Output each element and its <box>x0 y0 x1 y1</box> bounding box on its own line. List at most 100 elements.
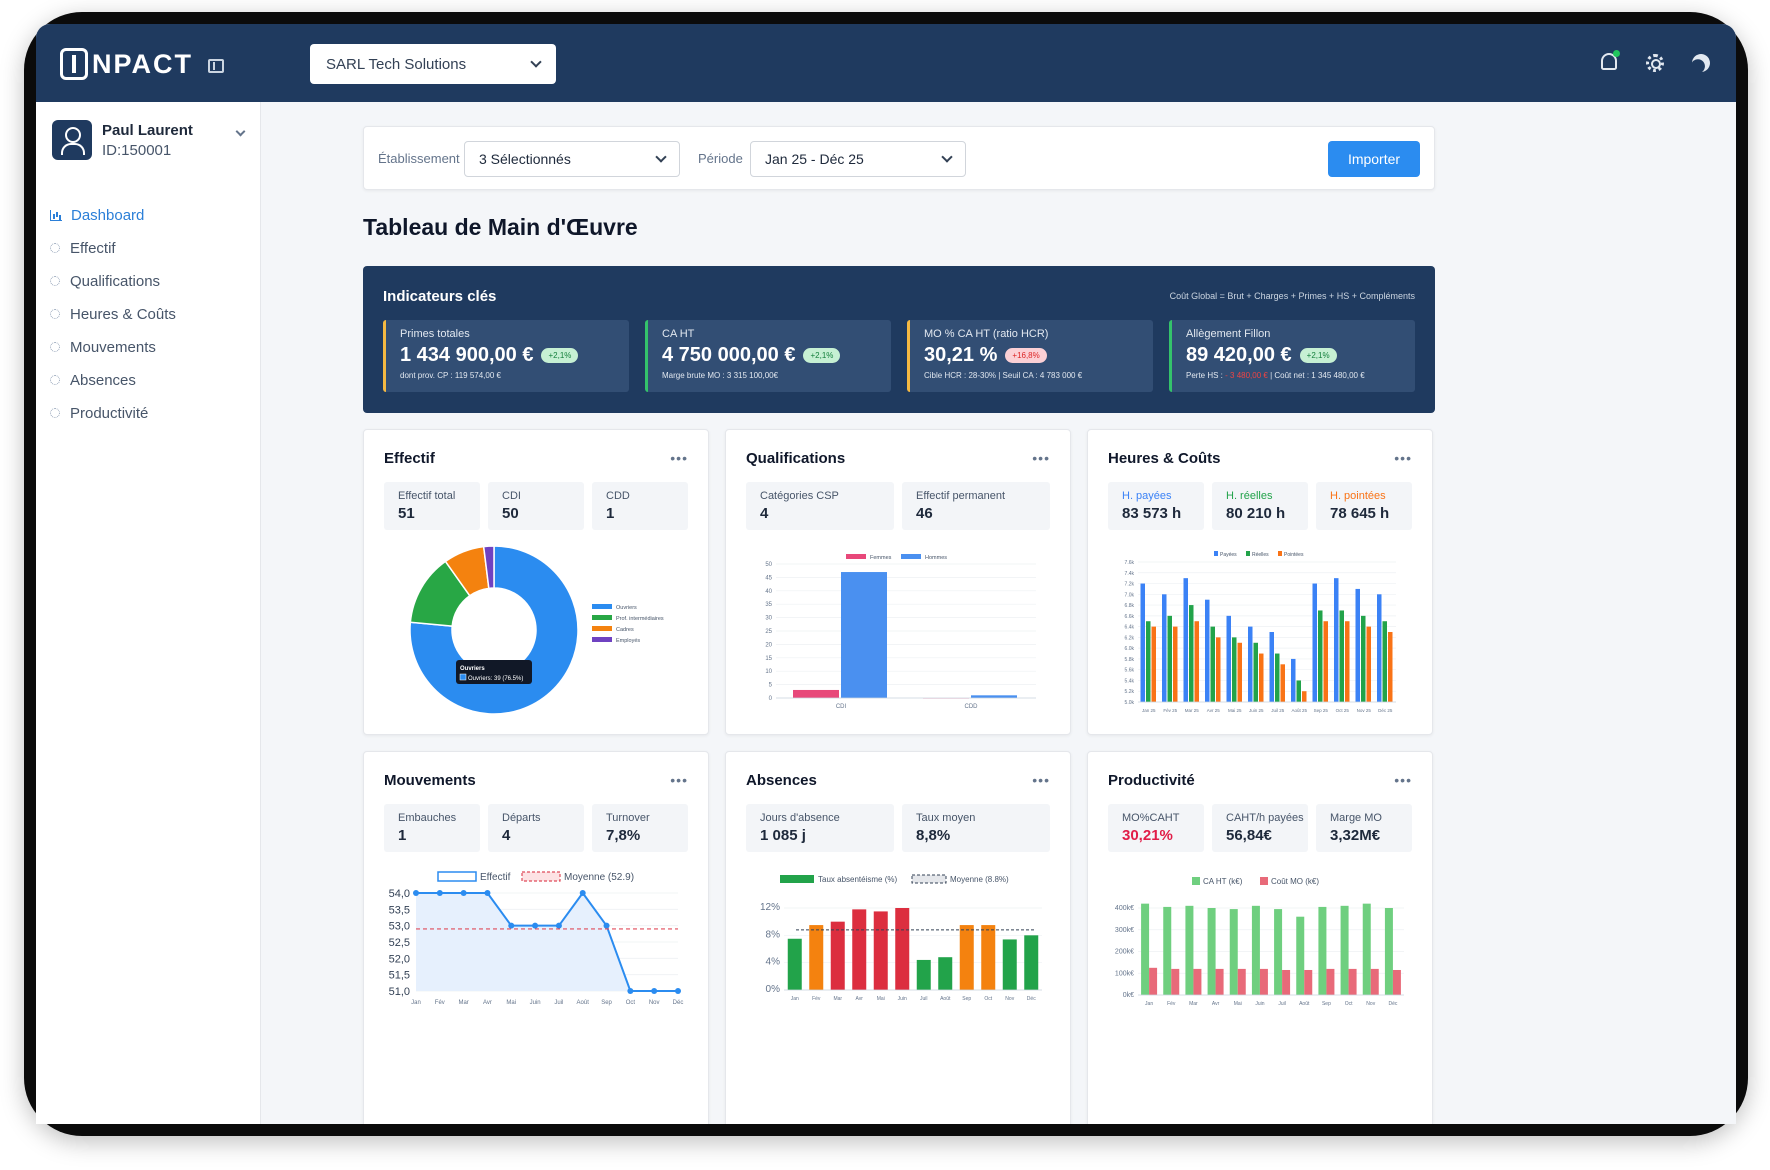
etablissement-select[interactable]: 3 Sélectionnés <box>464 141 680 177</box>
y-tick-label: 7.0k <box>1125 592 1135 598</box>
x-tick-label: Août <box>577 1000 590 1006</box>
stat-value: 3,32M€ <box>1330 827 1381 844</box>
stat-mo-caht: MO%CAHT 30,21% <box>1108 804 1204 852</box>
theme-toggle[interactable] <box>1690 52 1712 74</box>
app-screen: NPACT SARL Tech Solutions Paul Laurent <box>36 24 1736 1124</box>
sidebar-item-qualifications[interactable]: Qualifications <box>50 264 176 298</box>
legend-swatch <box>592 615 612 620</box>
sidebar-item-label: Heures & Coûts <box>70 305 176 323</box>
x-tick-label: Jan <box>791 996 799 1002</box>
donut-slice <box>482 545 495 590</box>
y-tick-label: 53,0 <box>389 921 410 933</box>
stat-label: Jours d'absence <box>760 812 840 824</box>
legend-swatch <box>1192 877 1200 885</box>
y-tick-label: 100k€ <box>1115 970 1134 977</box>
x-tick-label: Déc 25 <box>1378 708 1393 713</box>
sidebar-item-productivite[interactable]: Productivité <box>50 396 176 430</box>
stat-label: MO%CAHT <box>1122 812 1180 824</box>
x-tick-label: Juil <box>1278 1001 1286 1007</box>
bar <box>1189 605 1194 702</box>
bar-chart-icon <box>50 209 62 221</box>
stat-value: 50 <box>502 505 519 522</box>
kpi-value: 4 750 000,00 € <box>662 344 796 366</box>
sidebar-item-effectif[interactable]: Effectif <box>50 231 176 265</box>
bar <box>1002 939 1017 990</box>
bar <box>1140 583 1145 702</box>
x-tick-label: Avr 25 <box>1207 708 1220 713</box>
y-tick-label: 7.4k <box>1125 571 1135 577</box>
legend-swatch <box>846 554 866 559</box>
bar <box>1171 968 1180 995</box>
x-tick-label: CDD <box>965 704 979 710</box>
x-tick-label: Mar <box>458 1000 468 1006</box>
more-options-icon[interactable]: ••• <box>670 450 688 466</box>
kpi-value: 89 420,00 € <box>1186 344 1292 366</box>
legend-label: Coût MO (k€) <box>1271 877 1319 886</box>
sidebar-collapse-icon[interactable] <box>208 59 224 73</box>
data-point <box>532 922 539 929</box>
sidebar-item-heures-couts[interactable]: Heures & Coûts <box>50 297 176 331</box>
chevron-down-icon <box>530 56 542 68</box>
kpi-card-ca-ht: CA HT 4 750 000,00 € +2,1% Marge brute MO… <box>645 320 891 392</box>
more-options-icon[interactable]: ••• <box>1394 450 1412 466</box>
kpi-sub: Perte HS : - 3 480,00 € | Coût net : 1 3… <box>1186 371 1415 380</box>
more-options-icon[interactable]: ••• <box>1032 450 1050 466</box>
sidebar-item-mouvements[interactable]: Mouvements <box>50 330 176 364</box>
stat-value: 1 085 j <box>760 827 806 844</box>
bar <box>1216 637 1221 702</box>
y-tick-label: 6.2k <box>1125 635 1135 641</box>
stat-label: Taux moyen <box>916 812 976 824</box>
sidebar-item-dashboard[interactable]: Dashboard <box>50 198 176 232</box>
legend-swatch <box>437 871 477 882</box>
data-point <box>651 988 658 994</box>
bar <box>959 925 974 990</box>
more-options-icon[interactable]: ••• <box>670 772 688 788</box>
y-tick-label: 7.6k <box>1125 560 1135 566</box>
y-tick-label: 12% <box>760 902 780 913</box>
bar <box>1326 968 1335 995</box>
donut-slice <box>409 545 579 715</box>
stat-label: Effectif permanent <box>916 490 1006 502</box>
more-options-icon[interactable]: ••• <box>1032 772 1050 788</box>
bar <box>1362 903 1371 995</box>
effectif-donut-chart: Ouvriers Prof. intermédiaires Cadres Employ… <box>409 545 664 715</box>
etablissement-label: Établissement <box>378 151 460 166</box>
company-select[interactable]: SARL Tech Solutions <box>310 44 556 84</box>
bar <box>1275 653 1280 702</box>
bar <box>1318 906 1327 995</box>
settings-button[interactable] <box>1644 52 1666 74</box>
sidebar-item-absences[interactable]: Absences <box>50 363 176 397</box>
y-tick-label: 35 <box>765 602 772 608</box>
bar <box>1183 578 1188 702</box>
logo-mark <box>60 48 88 80</box>
notifications-button[interactable] <box>1598 50 1620 74</box>
stat-departs: Départs 4 <box>488 804 584 852</box>
x-tick-label: Mai <box>506 1000 516 1006</box>
logo-text: NPACT <box>92 48 193 79</box>
absences-bar-chart: Taux absentéisme (%) Moyenne (8.8%) 0% 4% 8%… <box>760 874 1042 1002</box>
x-tick-label: Mar <box>833 996 842 1002</box>
bar <box>1141 903 1150 995</box>
user-menu[interactable]: Paul Laurent ID:150001 <box>52 118 252 162</box>
stat-value: 51 <box>398 505 415 522</box>
periode-select[interactable]: Jan 25 - Déc 25 <box>750 141 966 177</box>
bar <box>1163 906 1172 995</box>
card-title: Mouvements <box>384 772 476 789</box>
stat-taux-moyen: Taux moyen 8,8% <box>902 804 1050 852</box>
moon-icon <box>1689 51 1712 74</box>
legend-swatch <box>592 604 612 609</box>
qualifications-bar-chart: Femmes Hommes 0 5 10 15 20 25 30 35 40 45 50 CDI CDD <box>765 554 1036 710</box>
stat-cdd: CDD 1 <box>592 482 688 530</box>
stat-label: CDI <box>502 490 521 502</box>
import-button[interactable]: Importer <box>1328 141 1420 177</box>
bar <box>1366 626 1371 702</box>
more-options-icon[interactable]: ••• <box>1394 772 1412 788</box>
x-tick-label: Mar 25 <box>1185 708 1200 713</box>
bar <box>852 909 867 990</box>
x-tick-label: Juil <box>920 996 928 1002</box>
x-tick-label: Nov <box>1366 1001 1375 1007</box>
kpi-label: MO % CA HT (ratio HCR) <box>924 328 1049 340</box>
sidebar-nav: Dashboard Effectif Qualifications Heures… <box>50 198 176 429</box>
bar <box>1205 599 1210 702</box>
x-tick-label: Mar <box>1189 1001 1198 1007</box>
